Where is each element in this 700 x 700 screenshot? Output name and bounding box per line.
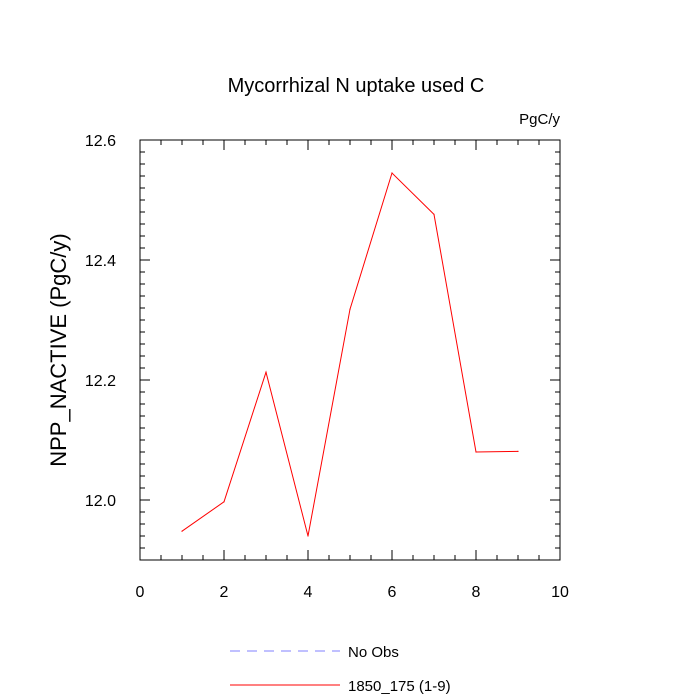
data-point bbox=[265, 371, 267, 373]
x-tick-label: 4 bbox=[304, 584, 313, 601]
y-tick-label: 12.4 bbox=[85, 253, 116, 270]
data-point bbox=[433, 213, 435, 215]
data-point bbox=[223, 501, 225, 503]
data-point bbox=[181, 530, 183, 532]
legend-label: 1850_175 (1-9) bbox=[348, 678, 451, 695]
data-point bbox=[517, 450, 519, 452]
x-tick-label: 8 bbox=[472, 584, 481, 601]
x-tick-label: 6 bbox=[388, 584, 397, 601]
plot-frame bbox=[139, 139, 561, 561]
x-tick-label: 10 bbox=[551, 584, 569, 601]
y-tick-label: 12.2 bbox=[85, 373, 116, 390]
data-point bbox=[349, 308, 351, 310]
legend: No Obs 1850_175 (1-9) bbox=[230, 644, 451, 695]
data-point bbox=[307, 535, 309, 537]
y-tick-label: 12.0 bbox=[85, 493, 116, 510]
data-point bbox=[391, 172, 393, 174]
y-tick-label: 12.6 bbox=[85, 133, 116, 150]
data-point bbox=[475, 451, 477, 453]
axis-ticks: 0 2 4 6 8 10 12.0 12.2 12.4 12.6 bbox=[85, 133, 569, 601]
series-layer bbox=[181, 172, 519, 537]
x-tick-label: 0 bbox=[136, 584, 145, 601]
chart-title: Mycorrhizal N uptake used C bbox=[228, 75, 485, 97]
y-axis-label: NPP_NACTIVE (PgC/y) bbox=[46, 233, 71, 467]
legend-label: No Obs bbox=[348, 644, 399, 661]
x-tick-label: 2 bbox=[220, 584, 229, 601]
series-line-1 bbox=[181, 172, 519, 537]
units-label: PgC/y bbox=[519, 111, 560, 128]
